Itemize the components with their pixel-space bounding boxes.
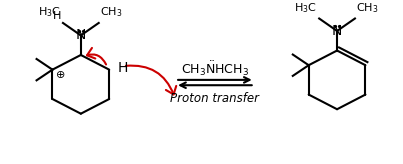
Text: Proton transfer: Proton transfer: [170, 92, 260, 105]
Text: N: N: [332, 24, 342, 38]
Text: CH$_3$: CH$_3$: [100, 6, 122, 19]
Text: N: N: [76, 28, 86, 42]
Text: H: H: [117, 61, 127, 75]
FancyArrowPatch shape: [87, 48, 106, 64]
Text: H$_3$C: H$_3$C: [294, 1, 317, 15]
Text: CH$_3\ddot{\rm N}$HCH$_3$: CH$_3\ddot{\rm N}$HCH$_3$: [181, 59, 249, 78]
FancyArrowPatch shape: [126, 66, 176, 94]
Text: H: H: [53, 11, 61, 21]
Text: $\oplus$: $\oplus$: [56, 69, 66, 80]
Text: CH$_3$: CH$_3$: [356, 1, 378, 15]
Text: H$_3$C: H$_3$C: [38, 6, 61, 19]
